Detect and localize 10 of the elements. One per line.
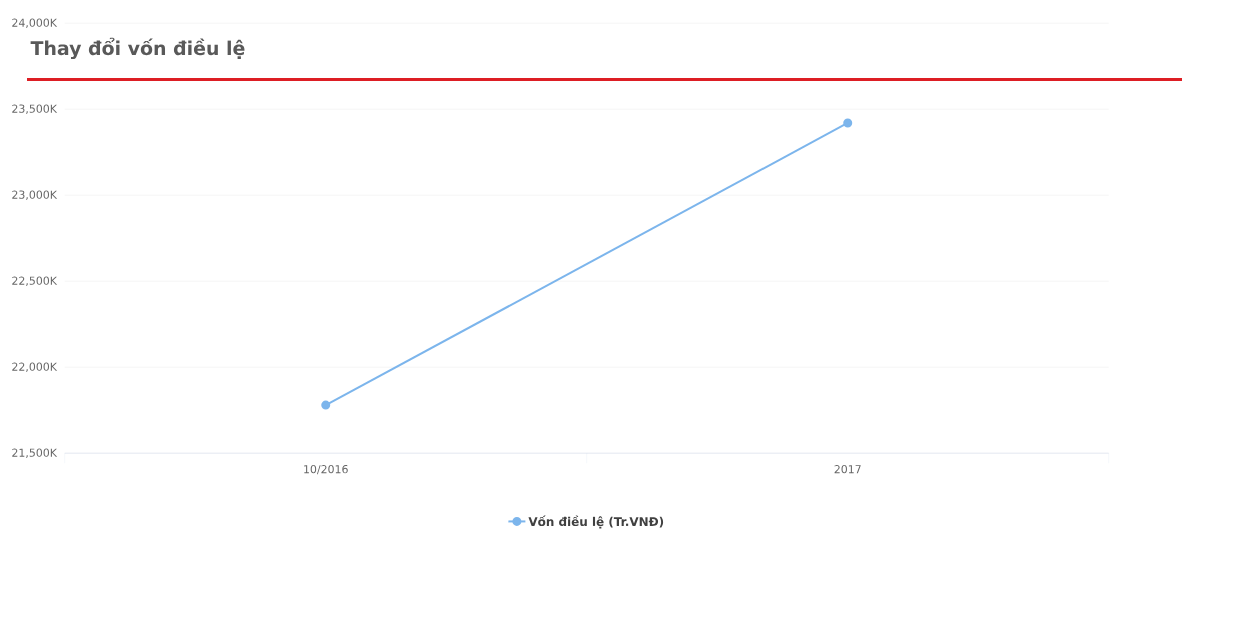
- legend-label: Vốn điều lệ (Tr.VNĐ): [528, 515, 664, 529]
- x-tick-label: 10/2016: [304, 465, 348, 475]
- y-tick-label: 21,500K: [12, 448, 58, 458]
- y-tick-label: 24,000K: [12, 18, 58, 28]
- y-tick-label: 23,000K: [12, 190, 58, 200]
- x-tick-label: 2017: [834, 465, 861, 474]
- y-tick-label: 22,000K: [12, 362, 58, 372]
- text: Thay đổi vốn điều lệ: [30, 37, 245, 60]
- y-tick-label: 22,500K: [12, 276, 58, 286]
- y-tick-label: 23,500K: [12, 104, 58, 114]
